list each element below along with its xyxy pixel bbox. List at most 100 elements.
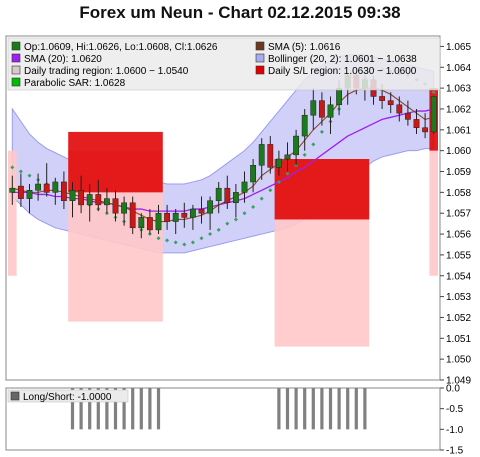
sar-point bbox=[276, 179, 281, 184]
sar-point bbox=[156, 236, 161, 241]
legend-label: Op:1.0609, Hi:1.0626, Lo:1.0608, Cl:1.06… bbox=[24, 42, 218, 53]
chart-title: Forex um Neun - Chart 02.12.2015 09:38 bbox=[79, 3, 401, 22]
y-tick-label: 1.063 bbox=[446, 84, 471, 95]
candle-body bbox=[224, 187, 231, 204]
sar-point bbox=[10, 165, 15, 170]
candle-body bbox=[336, 87, 343, 106]
candle-body bbox=[26, 190, 33, 199]
candle-body bbox=[422, 127, 429, 133]
candle-body bbox=[138, 217, 145, 229]
legend-label: Daily S/L region: 1.0630 − 1.0600 bbox=[268, 66, 417, 77]
candle-body bbox=[9, 187, 16, 193]
position-bar bbox=[285, 388, 290, 430]
candle-body bbox=[103, 198, 110, 206]
position-bar bbox=[294, 388, 298, 430]
y-tick-label: 1.052 bbox=[446, 313, 471, 324]
position-bar bbox=[139, 388, 143, 430]
sar-point bbox=[268, 188, 273, 193]
candle-body bbox=[172, 212, 179, 222]
position-bar bbox=[328, 388, 333, 430]
trading-region bbox=[429, 150, 438, 276]
position-bar bbox=[346, 388, 350, 430]
candle-body bbox=[301, 114, 308, 137]
candle-body bbox=[129, 202, 136, 229]
candle-body bbox=[215, 187, 222, 201]
legend-box bbox=[7, 37, 441, 91]
sar-point bbox=[233, 217, 238, 222]
candle-body bbox=[387, 100, 394, 106]
sar-point bbox=[199, 236, 204, 241]
y-tick-label: 1.053 bbox=[446, 292, 471, 303]
sar-point bbox=[216, 227, 221, 232]
position-bar bbox=[311, 388, 315, 430]
candle-body bbox=[121, 202, 128, 214]
sar-point bbox=[18, 169, 23, 174]
position-bar bbox=[131, 388, 135, 430]
legend-label: Parabolic SAR: 1.0628 bbox=[24, 78, 126, 89]
y-tick-label: 1.050 bbox=[446, 355, 471, 366]
candle-body bbox=[86, 194, 93, 206]
candle-body bbox=[267, 144, 274, 168]
position-y-tick-label: -1.0 bbox=[446, 425, 464, 436]
y-tick-label: 1.057 bbox=[446, 209, 471, 220]
sar-point bbox=[259, 196, 264, 201]
position-bar bbox=[156, 388, 161, 430]
candle-body bbox=[189, 208, 196, 218]
position-y-tick-label: -0.5 bbox=[446, 404, 464, 415]
candle-body bbox=[52, 181, 59, 193]
y-tick-label: 1.060 bbox=[446, 146, 471, 157]
position-bar bbox=[88, 388, 92, 430]
position-bar bbox=[70, 388, 75, 430]
position-bar bbox=[303, 388, 307, 430]
y-tick-label: 1.061 bbox=[446, 125, 471, 136]
sl-region bbox=[68, 131, 163, 193]
sar-point bbox=[225, 221, 230, 226]
candle-body bbox=[241, 181, 248, 193]
candle-body bbox=[318, 100, 325, 118]
candle-body bbox=[164, 212, 171, 222]
candle-body bbox=[69, 190, 76, 201]
sar-point bbox=[173, 240, 178, 245]
legend-swatch bbox=[11, 77, 21, 87]
y-tick-label: 1.054 bbox=[446, 271, 471, 282]
sar-point bbox=[431, 90, 436, 95]
legend-swatch bbox=[255, 65, 265, 75]
y-tick-label: 1.055 bbox=[446, 250, 471, 261]
candle-body bbox=[379, 96, 386, 101]
legend-label: Daily trading region: 1.0600 − 1.0540 bbox=[24, 66, 189, 77]
position-bar bbox=[122, 388, 126, 430]
candle-body bbox=[155, 212, 162, 231]
sar-point bbox=[285, 171, 290, 176]
candle-body bbox=[284, 154, 291, 160]
sar-point bbox=[190, 240, 195, 245]
candle-body bbox=[275, 158, 282, 168]
candle-body bbox=[60, 181, 67, 201]
candle-body bbox=[293, 135, 300, 156]
position-bar bbox=[354, 388, 358, 430]
candle-body bbox=[232, 192, 239, 204]
legend-label: SMA (5): 1.0616 bbox=[268, 42, 341, 53]
position-legend-box bbox=[7, 389, 129, 403]
y-tick-label: 1.056 bbox=[446, 230, 471, 241]
candle-body bbox=[198, 208, 205, 214]
position-bar bbox=[113, 388, 118, 430]
legend-swatch bbox=[11, 41, 21, 51]
y-tick-label: 1.062 bbox=[446, 104, 471, 115]
sar-point bbox=[311, 142, 316, 147]
legend-swatch bbox=[255, 41, 265, 51]
legend-swatch bbox=[255, 53, 265, 63]
sar-point bbox=[242, 211, 247, 216]
sar-point bbox=[208, 232, 213, 237]
legend-label: SMA (20): 1.0620 bbox=[24, 54, 102, 65]
candle-body bbox=[35, 183, 42, 191]
position-legend-label: Long/Short: -1.0000 bbox=[23, 392, 112, 403]
position-bar bbox=[79, 388, 83, 430]
candle-body bbox=[258, 144, 265, 166]
sar-point bbox=[302, 152, 307, 157]
sar-point bbox=[165, 238, 170, 243]
candle-body bbox=[181, 212, 188, 218]
sar-point bbox=[251, 204, 256, 209]
position-bar bbox=[96, 388, 100, 430]
